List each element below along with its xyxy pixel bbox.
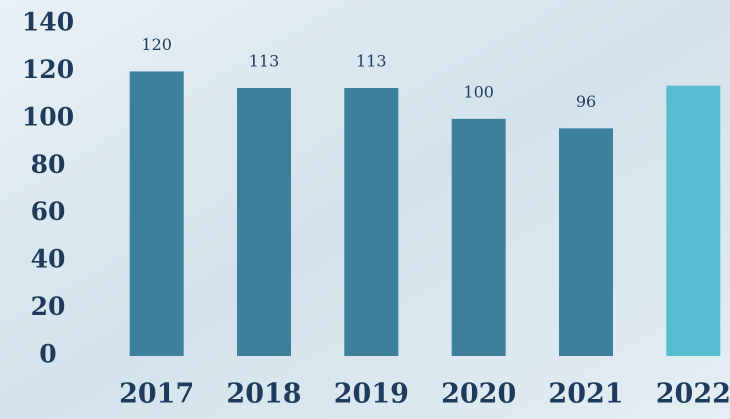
bar [666, 86, 720, 356]
y-tick-label: 80 [31, 150, 66, 179]
value-label: 113 [249, 52, 280, 71]
bar [344, 88, 398, 356]
y-tick-label: 140 [22, 8, 74, 37]
x-tick-label: 2017 [119, 379, 194, 410]
bar [237, 88, 291, 356]
y-tick-label: 100 [22, 102, 74, 131]
y-tick-label: 120 [22, 55, 74, 84]
x-tick-label: 2021 [548, 379, 623, 410]
bar [130, 71, 184, 356]
value-label: 120 [141, 35, 172, 54]
bar [559, 128, 613, 356]
x-tick-label: 2019 [334, 379, 409, 410]
x-tick-label: 2018 [226, 379, 301, 410]
y-tick-label: 20 [31, 292, 66, 321]
y-tick-label: 60 [31, 197, 66, 226]
value-label: 113 [356, 52, 387, 71]
y-tick-label: 0 [39, 340, 56, 369]
x-tick-label: 2022 [656, 379, 730, 410]
bar [452, 119, 506, 356]
y-tick-label: 40 [31, 245, 66, 274]
value-label: 96 [576, 92, 596, 111]
value-label: 100 [463, 82, 494, 101]
x-tick-label: 2020 [441, 379, 516, 410]
chart: 0 20 40 60 80 100 120 140 2017 120 2018 113 2019 113 2… [0, 0, 730, 419]
